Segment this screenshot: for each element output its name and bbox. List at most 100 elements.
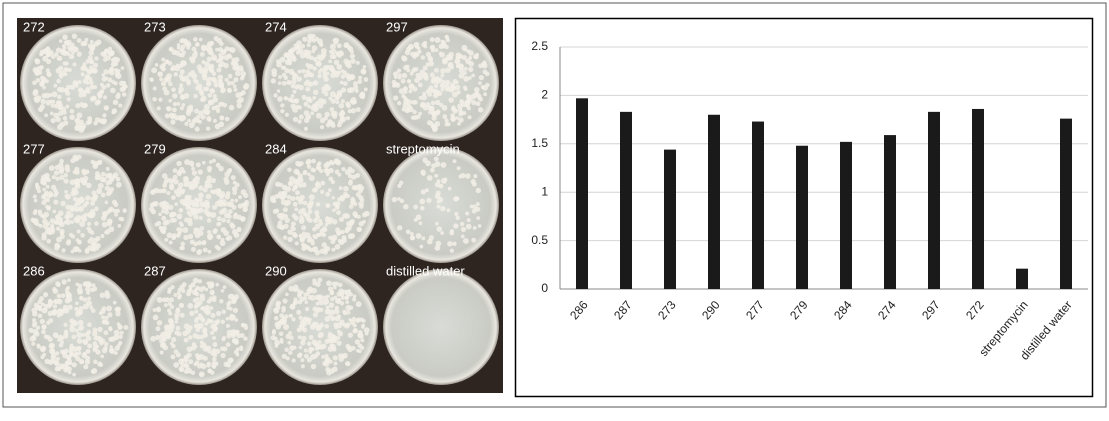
- colony: [56, 293, 62, 299]
- colony: [179, 189, 185, 195]
- colony: [194, 126, 200, 132]
- colony: [243, 83, 250, 89]
- colony: [91, 368, 98, 374]
- colony: [233, 87, 238, 92]
- colony: [99, 340, 104, 346]
- colony: [42, 352, 47, 357]
- colony: [451, 91, 458, 98]
- colony: [298, 218, 305, 224]
- colony: [102, 51, 107, 56]
- colony: [181, 50, 187, 55]
- colony: [184, 217, 190, 223]
- colony: [354, 88, 359, 93]
- colony: [473, 174, 478, 179]
- colony: [173, 72, 178, 77]
- dish-label: 284: [265, 141, 287, 156]
- colony: [431, 126, 438, 133]
- colony: [311, 45, 318, 51]
- colony: [315, 112, 322, 119]
- colony: [413, 100, 418, 105]
- colony: [48, 165, 55, 172]
- colony: [349, 219, 355, 225]
- colony: [285, 186, 292, 192]
- colony: [59, 233, 65, 240]
- colony: [336, 210, 341, 216]
- colony: [302, 36, 308, 42]
- colony: [335, 200, 341, 206]
- colony: [214, 200, 221, 207]
- colony: [168, 319, 175, 325]
- colony: [345, 101, 351, 107]
- colony: [227, 209, 233, 214]
- colony: [223, 361, 230, 368]
- colony: [72, 372, 77, 377]
- colony: [292, 201, 298, 207]
- colony: [324, 308, 331, 315]
- colony: [216, 235, 221, 240]
- colony: [219, 346, 225, 351]
- colony: [113, 334, 120, 341]
- colony: [209, 319, 214, 324]
- colony: [157, 71, 162, 76]
- colony: [331, 316, 336, 321]
- colony: [213, 82, 219, 88]
- colony: [67, 45, 73, 51]
- colony: [81, 168, 87, 174]
- colony: [207, 168, 212, 173]
- colony: [434, 37, 441, 43]
- colony: [73, 178, 80, 185]
- colony: [172, 168, 178, 173]
- colony: [325, 305, 330, 310]
- colony: [79, 221, 86, 227]
- colony: [113, 329, 120, 336]
- bar: [620, 111, 632, 289]
- colony: [462, 238, 469, 244]
- colony: [103, 105, 110, 111]
- colony: [56, 78, 61, 84]
- colony: [335, 100, 340, 105]
- colony: [306, 341, 312, 347]
- colony: [341, 237, 347, 244]
- colony: [439, 82, 446, 89]
- colony: [459, 221, 465, 227]
- colony: [427, 87, 433, 93]
- colony: [61, 349, 67, 356]
- colony: [118, 340, 123, 346]
- colony: [334, 316, 341, 322]
- colony: [306, 172, 311, 177]
- colony: [319, 228, 325, 234]
- colony: [409, 232, 414, 236]
- colony: [337, 122, 342, 128]
- colony: [196, 114, 201, 119]
- colony: [158, 201, 165, 208]
- colony: [122, 83, 128, 89]
- colony: [170, 67, 175, 72]
- colony: [435, 99, 441, 106]
- colony: [312, 187, 318, 193]
- colony: [108, 50, 114, 57]
- colony: [63, 329, 69, 335]
- colony: [52, 286, 57, 292]
- colony: [62, 304, 69, 311]
- colony: [468, 55, 473, 60]
- colony: [279, 56, 286, 63]
- colony: [339, 292, 345, 297]
- colony: [180, 358, 184, 362]
- colony: [77, 248, 82, 253]
- colony: [85, 195, 91, 201]
- colony: [99, 176, 106, 183]
- colony: [288, 285, 295, 292]
- colony: [465, 211, 470, 216]
- colony: [233, 77, 239, 83]
- colony: [430, 44, 436, 50]
- colony: [408, 43, 414, 50]
- colony: [347, 166, 353, 172]
- colony: [76, 112, 83, 119]
- colony: [320, 343, 327, 350]
- colony: [329, 66, 335, 73]
- colony: [347, 108, 353, 114]
- colony: [282, 65, 287, 70]
- colony: [435, 240, 442, 247]
- colony: [311, 33, 316, 38]
- colony: [431, 111, 437, 117]
